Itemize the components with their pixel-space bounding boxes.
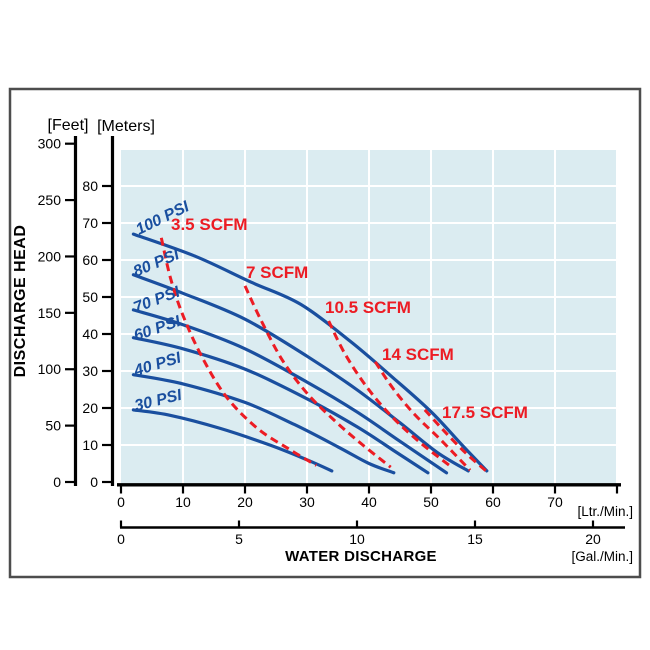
gal-tick-label: 5 <box>235 531 243 547</box>
gal-tick-label: 20 <box>585 531 601 547</box>
scfm-line-label: 3.5 SCFM <box>171 215 248 234</box>
scfm-line <box>327 320 454 470</box>
ltr-tick-label: 40 <box>361 494 377 510</box>
feet-tick-label: 150 <box>38 305 62 321</box>
gal-tick-label: 10 <box>349 531 365 547</box>
meters-tick-label: 60 <box>82 252 98 268</box>
ltr-tick-label: 10 <box>175 494 191 510</box>
psi-curve <box>131 232 489 473</box>
scfm-line-label: 7 SCFM <box>246 263 308 282</box>
meters-tick-label: 40 <box>82 326 98 342</box>
ltr-tick-label: 60 <box>485 494 501 510</box>
feet-tick-label: 50 <box>45 418 61 434</box>
feet-tick-label: 200 <box>38 248 62 264</box>
y-axis-title: DISCHARGE HEAD <box>12 225 29 378</box>
feet-tick-label: 0 <box>53 474 61 490</box>
meters-tick-label: 10 <box>82 437 98 453</box>
ltr-unit-label: [Ltr./Min.] <box>577 504 633 519</box>
feet-tick-label: 100 <box>38 361 62 377</box>
psi-curve <box>131 273 470 473</box>
meters-tick-label: 80 <box>82 178 98 194</box>
scfm-line <box>373 360 472 472</box>
feet-tick-label: 250 <box>38 192 62 208</box>
ltr-tick-label: 30 <box>299 494 315 510</box>
scfm-line <box>243 285 392 469</box>
feet-unit-label: [Feet] <box>48 117 89 134</box>
ltr-tick-label: 50 <box>423 494 439 510</box>
scfm-line <box>423 408 488 473</box>
meters-tick-label: 70 <box>82 215 98 231</box>
ltr-tick-label: 70 <box>547 494 563 510</box>
ltr-tick-label: 0 <box>117 494 125 510</box>
gal-tick-label: 15 <box>467 531 483 547</box>
meters-tick-label: 30 <box>82 363 98 379</box>
feet-tick-label: 300 <box>38 136 62 152</box>
scfm-line-label: 17.5 SCFM <box>442 403 528 422</box>
curves-layer <box>131 232 489 475</box>
gal-unit-label: [Gal./Min.] <box>571 549 633 564</box>
ltr-tick-label: 20 <box>237 494 253 510</box>
psi-curve <box>131 308 449 475</box>
scfm-line <box>159 237 318 467</box>
psi-curve <box>131 373 396 475</box>
meters-tick-label: 50 <box>82 289 98 305</box>
scfm-line-label: 10.5 SCFM <box>325 298 411 317</box>
grid-layer <box>121 150 618 484</box>
meters-tick-label: 20 <box>82 400 98 416</box>
meters-tick-label: 0 <box>90 474 98 490</box>
psi-curve <box>131 336 430 475</box>
x-axis-title: WATER DISCHARGE <box>285 548 437 565</box>
meters-unit-label: [Meters] <box>97 118 155 135</box>
scfm-line-label: 14 SCFM <box>382 345 454 364</box>
gal-tick-label: 0 <box>117 531 125 547</box>
